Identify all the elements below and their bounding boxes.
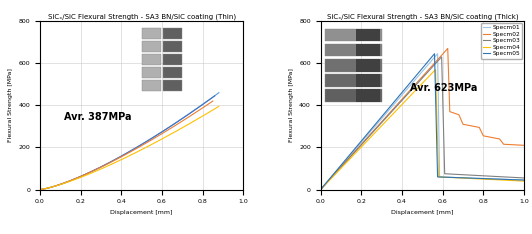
FancyBboxPatch shape	[356, 29, 380, 41]
Specm02	[445, 47, 451, 50]
FancyBboxPatch shape	[163, 67, 182, 78]
FancyBboxPatch shape	[142, 67, 161, 78]
FancyBboxPatch shape	[142, 41, 161, 52]
Text: Avr. 623MPa: Avr. 623MPa	[410, 83, 478, 93]
FancyBboxPatch shape	[325, 89, 381, 102]
Specm03	[318, 188, 324, 191]
FancyBboxPatch shape	[356, 59, 380, 72]
FancyBboxPatch shape	[325, 44, 381, 56]
Specm04	[511, 179, 517, 182]
FancyBboxPatch shape	[325, 74, 381, 87]
FancyBboxPatch shape	[142, 28, 161, 39]
Specm01	[396, 97, 403, 99]
FancyBboxPatch shape	[325, 29, 381, 41]
Title: SiCₓ/SiC Flexural Strength - SA3 BN/SiC coating (Thin): SiCₓ/SiC Flexural Strength - SA3 BN/SiC …	[47, 13, 236, 20]
Specm02	[517, 144, 523, 146]
Specm02	[521, 144, 527, 147]
Specm01	[521, 179, 527, 182]
Specm04	[318, 188, 324, 191]
Specm01	[338, 164, 344, 167]
FancyBboxPatch shape	[163, 41, 182, 52]
Specm05	[428, 57, 434, 59]
Specm05	[497, 178, 504, 181]
Specm05	[480, 177, 487, 180]
Specm03	[501, 176, 507, 178]
Specm05	[318, 188, 324, 191]
Legend: Specm01, Specm02, Specm03, Specm04, Specm05: Specm01, Specm02, Specm03, Specm04, Spec…	[480, 23, 522, 59]
X-axis label: Displacement [mm]: Displacement [mm]	[110, 210, 173, 215]
Specm02	[318, 188, 324, 191]
Specm05	[318, 187, 325, 190]
Specm04	[433, 68, 439, 71]
FancyBboxPatch shape	[142, 54, 161, 65]
Specm04	[435, 152, 441, 154]
FancyBboxPatch shape	[163, 80, 182, 91]
Specm03	[521, 176, 527, 179]
Specm03	[339, 165, 345, 168]
Specm03	[377, 124, 383, 126]
Specm01	[404, 88, 410, 91]
Specm02	[346, 156, 352, 159]
Line: Specm05: Specm05	[321, 54, 524, 190]
Specm05	[521, 179, 527, 182]
Specm02	[470, 125, 477, 128]
Specm01	[500, 178, 506, 181]
Specm01	[375, 122, 381, 125]
Specm05	[431, 52, 438, 55]
FancyBboxPatch shape	[356, 74, 380, 87]
Specm01	[367, 131, 373, 134]
Y-axis label: Flexural Strength [MPa]: Flexural Strength [MPa]	[288, 68, 294, 142]
Specm01	[318, 188, 324, 191]
Specm03	[438, 55, 445, 58]
Specm02	[354, 147, 361, 150]
Specm03	[407, 90, 413, 93]
Specm02	[433, 61, 439, 63]
FancyBboxPatch shape	[163, 54, 182, 65]
Line: Specm03: Specm03	[321, 57, 524, 190]
Specm04	[514, 179, 520, 182]
Title: SiCₓ/SiC Flexural Strength - SA3 BN/SiC coating (Thick): SiCₓ/SiC Flexural Strength - SA3 BN/SiC …	[327, 13, 518, 20]
FancyBboxPatch shape	[356, 44, 380, 56]
Text: Avr. 387MPa: Avr. 387MPa	[64, 112, 132, 122]
Specm03	[399, 99, 405, 102]
Specm04	[404, 98, 410, 101]
X-axis label: Displacement [mm]: Displacement [mm]	[391, 210, 454, 215]
Specm01	[434, 52, 440, 55]
Line: Specm02: Specm02	[321, 48, 524, 190]
Specm05	[424, 61, 430, 64]
FancyBboxPatch shape	[163, 28, 182, 39]
Line: Specm01: Specm01	[321, 54, 524, 190]
Specm02	[394, 104, 400, 106]
FancyBboxPatch shape	[356, 89, 380, 102]
Specm03	[369, 132, 375, 135]
FancyBboxPatch shape	[325, 59, 381, 72]
Specm04	[490, 178, 496, 181]
Line: Specm04: Specm04	[321, 69, 524, 190]
Specm04	[521, 180, 527, 183]
FancyBboxPatch shape	[142, 80, 161, 91]
Specm05	[425, 60, 431, 63]
Y-axis label: Flexural Strength [MPa]: Flexural Strength [MPa]	[8, 68, 13, 142]
Specm04	[373, 130, 379, 133]
